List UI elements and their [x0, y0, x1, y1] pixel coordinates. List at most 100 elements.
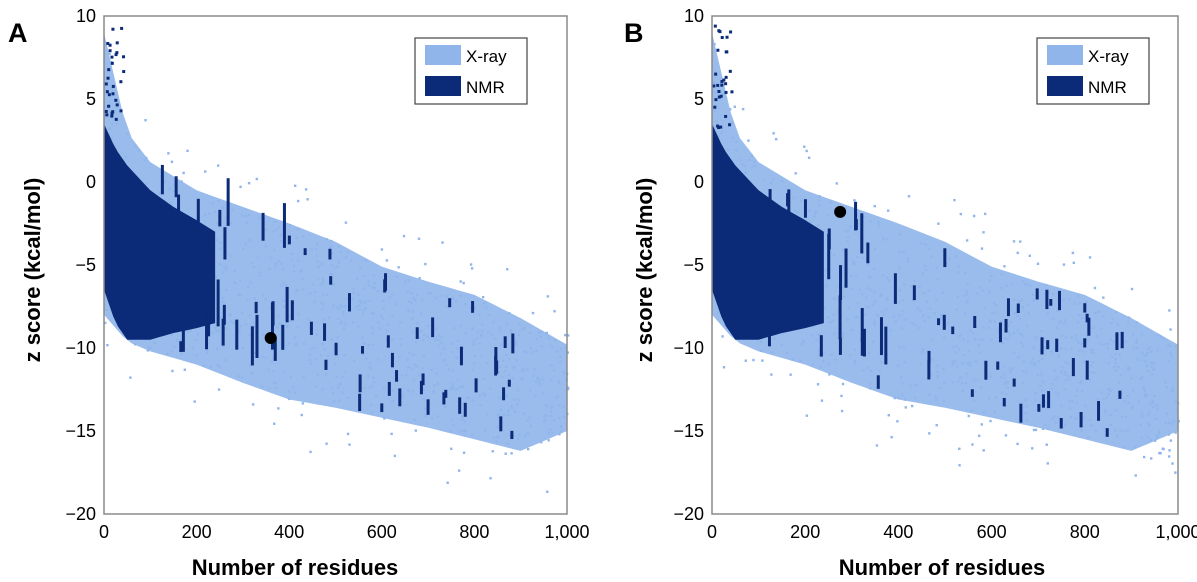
xray-point: [205, 349, 209, 353]
xray-point: [794, 172, 797, 175]
nmr-point: [720, 79, 724, 83]
xray-point: [334, 363, 337, 366]
xray-point: [462, 281, 465, 285]
xray-point: [366, 374, 369, 378]
xray-point: [828, 373, 831, 376]
xray-point: [1020, 298, 1023, 302]
xray-point: [1120, 392, 1123, 395]
xray-point: [1171, 387, 1175, 391]
xray-point: [1076, 294, 1080, 298]
xray-point: [391, 338, 394, 341]
xray-point: [204, 170, 207, 173]
xray-point: [193, 400, 196, 403]
xray-point: [861, 256, 864, 260]
xray-point: [1128, 366, 1132, 370]
xray-point: [921, 314, 925, 317]
xray-point: [459, 280, 462, 283]
xray-point: [363, 287, 366, 290]
xray-point: [250, 261, 253, 265]
xray-point: [741, 162, 744, 166]
xray-point: [988, 279, 991, 282]
xray-point: [386, 323, 390, 326]
xray-point: [1141, 415, 1144, 418]
xray-point: [1114, 352, 1117, 356]
xray-point: [368, 386, 371, 389]
xray-point: [841, 382, 845, 386]
xray-point: [1085, 300, 1088, 304]
nmr-point: [115, 51, 119, 55]
xray-point: [230, 320, 233, 323]
xray-point: [1142, 386, 1145, 390]
xray-point: [1051, 417, 1054, 420]
xray-point: [1038, 349, 1042, 352]
xray-point: [964, 381, 968, 385]
xray-point: [422, 398, 425, 401]
xray-point: [405, 373, 408, 377]
nmr-point: [511, 333, 515, 354]
xray-point: [400, 374, 404, 377]
xray-point: [747, 139, 750, 142]
xray-point: [371, 331, 374, 335]
legend-swatch-nmr-a: [425, 76, 461, 96]
nmr-point: [1019, 403, 1023, 423]
nmr-point: [303, 248, 307, 256]
xray-point: [1139, 423, 1143, 427]
xray-point: [452, 424, 455, 427]
xray-point: [337, 307, 340, 310]
xray-point: [1134, 474, 1137, 477]
xray-point: [972, 399, 975, 402]
xray-point: [258, 271, 262, 274]
xray-point: [880, 360, 883, 364]
xray-point: [329, 272, 332, 276]
xray-point: [411, 390, 414, 393]
nmr-point: [719, 125, 723, 129]
xray-point: [535, 338, 538, 341]
xray-point: [450, 386, 454, 389]
xray-point: [340, 375, 344, 379]
xray-point: [218, 365, 221, 368]
nmr-point: [348, 293, 352, 312]
xray-point: [1082, 416, 1086, 419]
xray-point: [957, 347, 961, 351]
nmr-point: [799, 272, 803, 312]
nmr-point: [115, 41, 119, 45]
xray-point: [438, 294, 442, 298]
xray-point: [1156, 407, 1159, 410]
xray-point: [974, 337, 977, 341]
xray-point: [773, 337, 776, 340]
xray-point: [976, 292, 979, 295]
xray-point: [1174, 400, 1178, 403]
xray-point: [1025, 371, 1029, 374]
xray-point: [974, 360, 978, 363]
xray-point: [910, 404, 914, 408]
xray-point: [406, 290, 409, 293]
xray-point: [897, 396, 900, 399]
xray-point: [558, 417, 561, 420]
xray-point: [246, 285, 250, 288]
nmr-point: [421, 373, 425, 386]
xray-point: [359, 301, 362, 304]
xray-point: [743, 172, 747, 175]
xray-point: [462, 451, 466, 454]
nmr-point: [725, 35, 729, 39]
xray-point: [771, 351, 774, 354]
xray-point: [219, 241, 222, 244]
xray-point: [1019, 332, 1022, 336]
nmr-point: [380, 403, 384, 413]
nmr-point: [254, 301, 258, 314]
xray-point: [869, 383, 872, 386]
xray-point: [978, 286, 981, 289]
nmr-point: [1047, 391, 1051, 409]
xray-point: [513, 365, 516, 369]
nmr-point: [358, 393, 362, 412]
xray-point: [382, 307, 385, 311]
xray-point: [473, 362, 476, 365]
xray-point: [533, 394, 537, 398]
xray-point: [354, 306, 358, 309]
xray-point: [924, 243, 927, 246]
xray-point: [368, 299, 372, 303]
xray-point: [445, 363, 448, 366]
xray-point: [1089, 350, 1093, 353]
xray-point: [322, 303, 325, 306]
xray-point: [1127, 401, 1130, 404]
